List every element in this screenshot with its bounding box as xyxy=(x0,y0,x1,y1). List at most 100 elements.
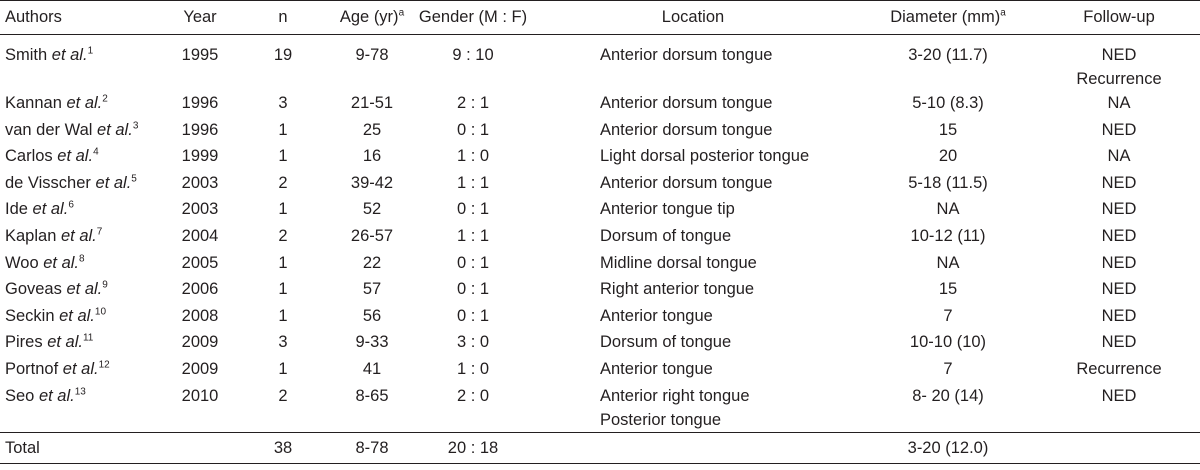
gender-cell: 0 : 1 xyxy=(456,200,490,219)
reference-number: 1 xyxy=(87,45,94,57)
et-al: et al. xyxy=(51,46,88,64)
gender-cell: 9 : 10 xyxy=(452,46,494,64)
diameter-cell: NA xyxy=(936,200,960,219)
author-cell: Kaplan et al.7 xyxy=(0,224,160,251)
reference-number: 4 xyxy=(93,146,99,158)
diameter-cell: 5-18 (11.5) xyxy=(908,173,988,192)
header-row: Authors Year n Age (yr)a Gender (M : F) … xyxy=(0,0,1200,35)
reference-number: 12 xyxy=(98,359,110,371)
followup-cell: NED xyxy=(1038,171,1200,198)
table-row: Kannan et al.2 1996 3 21-51 2 : 1 Anterior do… xyxy=(0,91,1200,118)
followup-cell: NED xyxy=(1038,224,1200,251)
followup-line: NED xyxy=(1101,280,1137,299)
age-cell: 16 xyxy=(362,147,382,166)
followup-line: NA xyxy=(1107,94,1131,112)
age-cell: 56 xyxy=(362,306,382,325)
location-line: Anterior tongue xyxy=(600,306,713,325)
location-line: Anterior dorsum tongue xyxy=(600,94,773,112)
followup-cell: Recurrence xyxy=(1038,357,1200,384)
table-row: Woo et al.8 2005 1 22 0 : 1 Midline dorsal to… xyxy=(0,251,1200,278)
age-cell: 25 xyxy=(362,120,382,139)
author-cell: Woo et al.8 xyxy=(0,251,160,278)
age-cell: 9-33 xyxy=(355,333,389,352)
gender-cell: 1 : 0 xyxy=(456,359,490,378)
gender-cell: 1 : 0 xyxy=(456,147,490,166)
table-row: Seckin et al.10 2008 1 56 0 : 1 Anterior tong… xyxy=(0,304,1200,331)
et-al: et al. xyxy=(32,200,69,219)
author-name: Seo xyxy=(5,386,35,405)
followup-cell: NED xyxy=(1038,118,1200,145)
reference-number: 7 xyxy=(96,226,103,238)
author-cell: Pires et al.11 xyxy=(0,330,160,357)
age-cell: 8-65 xyxy=(355,386,389,405)
age-cell: 57 xyxy=(362,280,382,299)
table-row: Portnof et al.12 2009 1 41 1 : 0 Anterior ton… xyxy=(0,357,1200,384)
n-cell: 2 xyxy=(278,173,288,192)
followup-cell: NED xyxy=(1038,330,1200,357)
et-al: et al. xyxy=(66,94,103,112)
year-cell: 1996 xyxy=(181,120,219,139)
age-cell: 52 xyxy=(362,200,382,219)
followup-cell: NED xyxy=(1038,251,1200,278)
location-cell: Anterior tongue tip xyxy=(528,197,858,224)
location-line: Dorsum of tongue xyxy=(600,226,732,245)
age-cell: 39-42 xyxy=(350,173,394,192)
reference-number: 13 xyxy=(74,386,86,398)
location-cell: Anterior dorsum tongue xyxy=(528,118,858,145)
location-cell: Light dorsal posterior tongue xyxy=(528,144,858,171)
followup-cell: NA xyxy=(1038,144,1200,171)
location-line: Right anterior tongue xyxy=(600,280,755,299)
n-cell: 3 xyxy=(278,333,288,352)
et-al: et al. xyxy=(38,386,75,405)
author-name: de Visscher xyxy=(5,173,91,192)
followup-line: NED xyxy=(1101,226,1137,245)
diameter-cell: 15 xyxy=(938,280,958,299)
total-label: Total xyxy=(0,431,160,464)
author-cell: van der Wal et al.3 xyxy=(0,118,160,145)
location-cell: Dorsum of tongue xyxy=(528,224,858,251)
year-cell: 2009 xyxy=(181,359,219,378)
location-line: Light dorsal posterior tongue xyxy=(600,147,810,166)
location-cell: Anterior dorsum tongue xyxy=(528,91,858,118)
n-cell: 2 xyxy=(278,386,288,405)
author-cell: Portnof et al.12 xyxy=(0,357,160,384)
age-cell: 41 xyxy=(362,359,382,378)
table-row: Smith et al.1 1995 19 9-78 9 : 10 Anterior do… xyxy=(0,35,1200,92)
n-cell: 1 xyxy=(278,359,288,378)
diameter-cell: 7 xyxy=(943,306,953,325)
total-diameter: 3-20 (12.0) xyxy=(858,431,1038,464)
diameter-cell: 10-10 (10) xyxy=(909,333,987,352)
table-row: de Visscher et al.5 2003 2 39-42 1 : 1 Anteri… xyxy=(0,171,1200,198)
year-cell: 2009 xyxy=(181,333,219,352)
author-cell: Kannan et al.2 xyxy=(0,91,160,118)
reference-number: 3 xyxy=(132,120,139,132)
diameter-cell: 10-12 (11) xyxy=(910,226,986,245)
et-al: et al. xyxy=(97,120,133,139)
gender-cell: 3 : 0 xyxy=(456,333,490,352)
table-row: van der Wal et al.3 1996 1 25 0 : 1 Anterior … xyxy=(0,118,1200,145)
gender-cell: 0 : 1 xyxy=(456,280,490,299)
et-al: et al. xyxy=(60,226,97,245)
header-gender: Gender (M : F) xyxy=(418,0,528,35)
location-cell: Anterior dorsum tongue xyxy=(528,35,858,92)
header-age: Age (yr)a xyxy=(326,0,418,35)
year-cell: 1995 xyxy=(181,46,219,64)
followup-cell: NED xyxy=(1038,277,1200,304)
year-cell: 1996 xyxy=(181,94,219,112)
header-authors: Authors xyxy=(0,0,160,35)
table-row: Kaplan et al.7 2004 2 26-57 1 : 1 Dorsum of t… xyxy=(0,224,1200,251)
author-name: Kaplan xyxy=(5,226,57,245)
location-cell: Right anterior tongue xyxy=(528,277,858,304)
n-cell: 1 xyxy=(278,200,288,219)
year-cell: 2003 xyxy=(181,173,219,192)
total-row: Total 38 8-78 20 : 18 3-20 (12.0) xyxy=(0,431,1200,464)
followup-line: NED xyxy=(1101,333,1137,352)
location-line: Anterior tongue tip xyxy=(600,200,735,219)
age-cell: 22 xyxy=(362,253,382,272)
followup-cell: NED xyxy=(1038,384,1200,433)
followup-line: NED xyxy=(1101,386,1137,405)
table-row: Carlos et al.4 1999 1 16 1 : 0 Light dorsal p… xyxy=(0,144,1200,171)
table-body: Smith et al.1 1995 19 9-78 9 : 10 Anterior do… xyxy=(0,35,1200,464)
total-followup xyxy=(1038,431,1200,464)
